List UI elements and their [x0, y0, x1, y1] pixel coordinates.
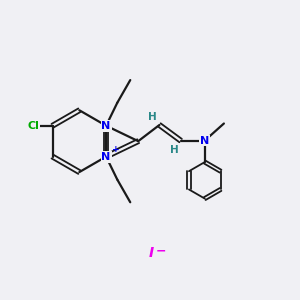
Text: −: −: [156, 244, 166, 257]
Text: Cl: Cl: [28, 121, 39, 131]
Text: N: N: [200, 136, 209, 146]
Text: H: H: [170, 145, 179, 155]
Text: +: +: [112, 145, 119, 154]
Text: H: H: [148, 112, 156, 122]
Text: I: I: [149, 246, 154, 260]
Text: N: N: [101, 152, 111, 162]
Text: N: N: [101, 121, 111, 131]
